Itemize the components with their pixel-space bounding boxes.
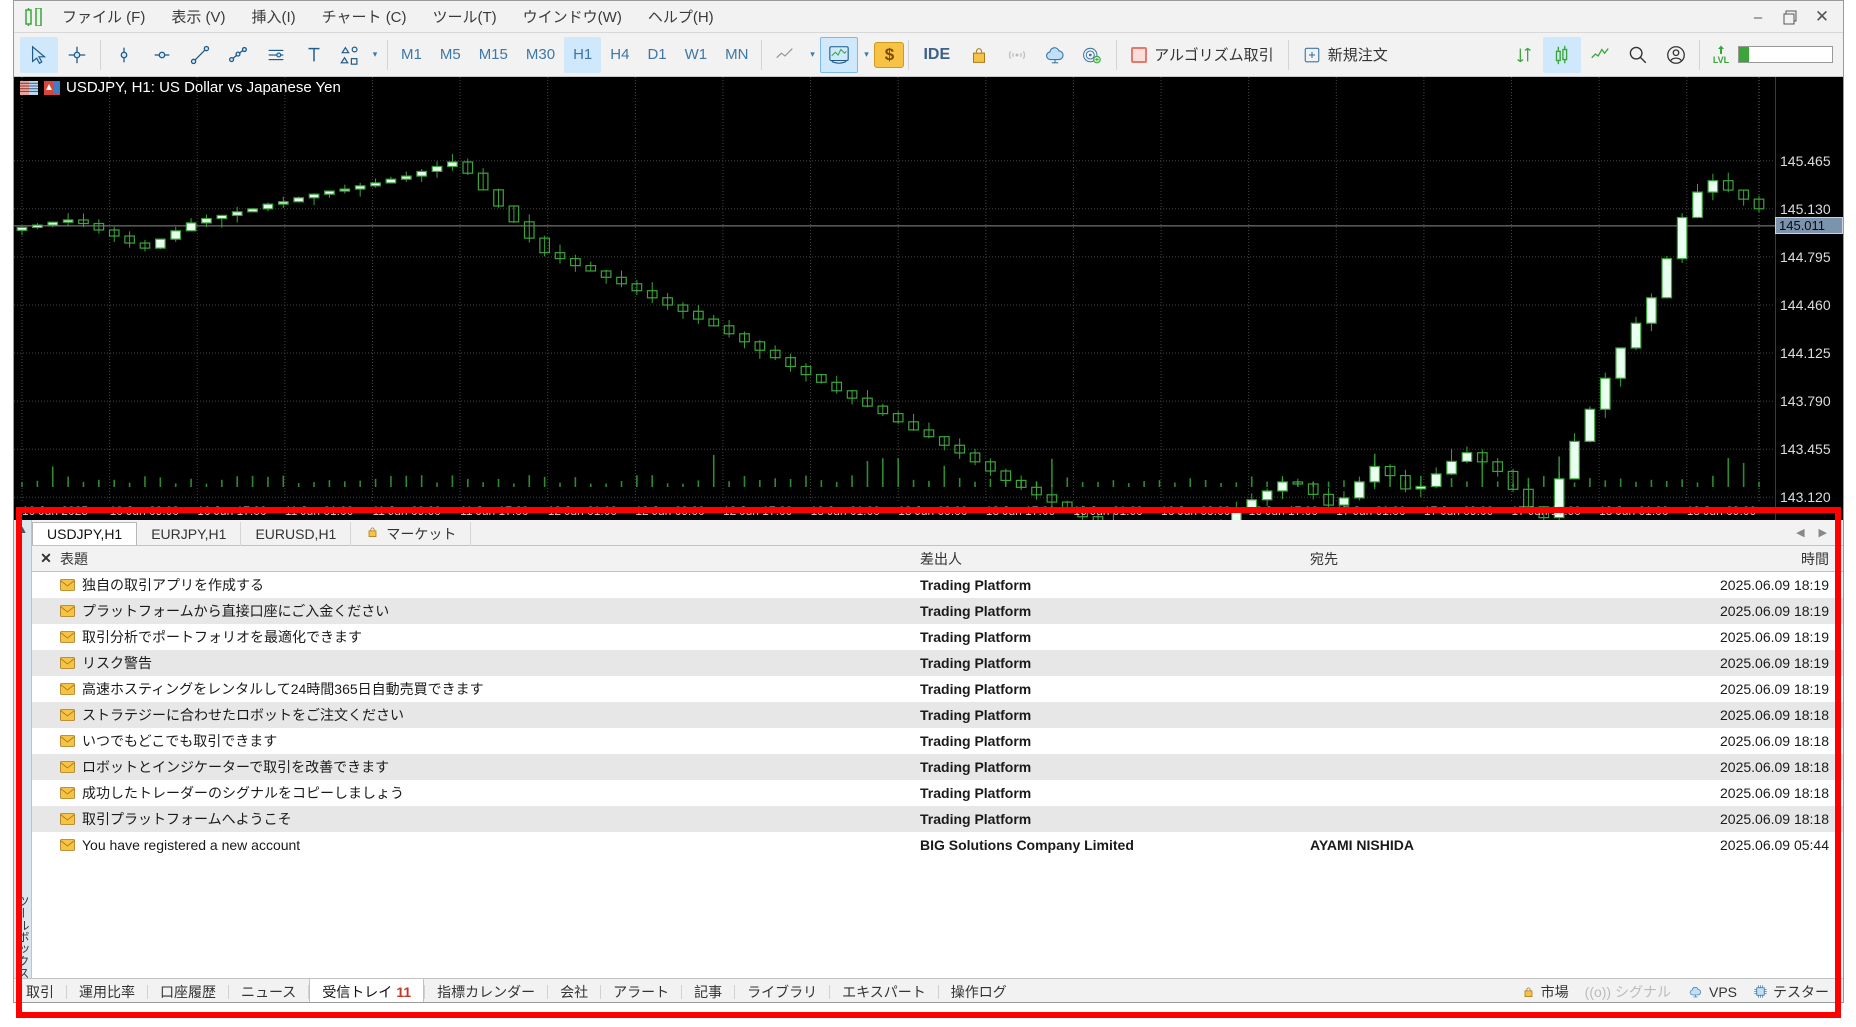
svg-text:13 Jun 01:00: 13 Jun 01:00 — [811, 504, 881, 518]
svg-text:11 Jun 01:00: 11 Jun 01:00 — [285, 504, 354, 518]
svg-text:10 Jun 17:00: 10 Jun 17:00 — [197, 504, 267, 518]
svg-text:12 Jun 09:00: 12 Jun 09:00 — [635, 504, 705, 518]
svg-text:18 Jun 09:00: 18 Jun 09:00 — [1687, 504, 1757, 518]
svg-text:12 Jun 17:00: 12 Jun 17:00 — [723, 504, 793, 518]
svg-text:16 Jun 01:00: 16 Jun 01:00 — [1073, 504, 1143, 518]
svg-text:16 Jun 17:00: 16 Jun 17:00 — [1249, 504, 1319, 518]
svg-text:10 Jun 2025: 10 Jun 2025 — [22, 504, 88, 518]
svg-text:17 Jun 17:00: 17 Jun 17:00 — [1512, 504, 1582, 518]
svg-text:18 Jun 01:00: 18 Jun 01:00 — [1599, 504, 1669, 518]
svg-text:13 Jun 09:00: 13 Jun 09:00 — [898, 504, 968, 518]
svg-text:13 Jun 17:00: 13 Jun 17:00 — [986, 504, 1056, 518]
svg-text:12 Jun 01:00: 12 Jun 01:00 — [548, 504, 618, 518]
svg-text:17 Jun 09:00: 17 Jun 09:00 — [1424, 504, 1494, 518]
svg-text:16 Jun 09:00: 16 Jun 09:00 — [1161, 504, 1231, 518]
svg-text:11 Jun 17:00: 11 Jun 17:00 — [460, 504, 529, 518]
svg-text:11 Jun 09:00: 11 Jun 09:00 — [372, 504, 441, 518]
svg-text:17 Jun 01:00: 17 Jun 01:00 — [1336, 504, 1406, 518]
svg-text:10 Jun 09:00: 10 Jun 09:00 — [110, 504, 180, 518]
